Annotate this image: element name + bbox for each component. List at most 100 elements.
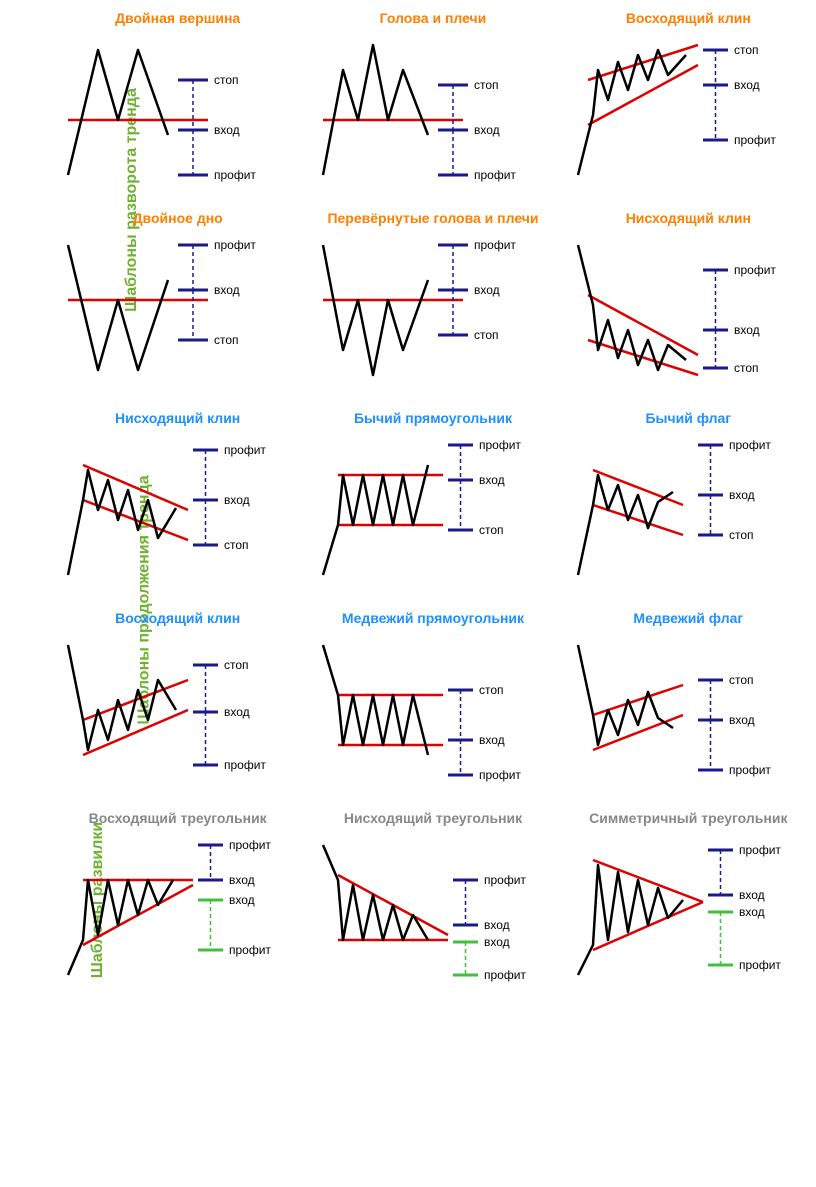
pattern-title: Нисходящий клин bbox=[568, 210, 808, 226]
pattern-chart: стоп вход профит bbox=[58, 630, 298, 790]
pattern-title: Нисходящий клин bbox=[58, 410, 298, 426]
svg-text:вход: вход bbox=[729, 488, 755, 502]
svg-text:профит: профит bbox=[729, 763, 771, 777]
svg-text:стоп: стоп bbox=[479, 523, 504, 537]
section-reversal: Шаблоны разворота трендаДвойная вершинас… bbox=[0, 0, 816, 400]
pattern-cell: Перевёрнутые голова и плечи профит вход сто… bbox=[313, 210, 553, 390]
pattern-cell: Нисходящий клин профит вход стоп bbox=[568, 210, 808, 390]
pattern-chart: профит вход стоп bbox=[313, 430, 553, 590]
svg-text:вход: вход bbox=[739, 888, 765, 902]
pattern-title: Бычий прямоугольник bbox=[313, 410, 553, 426]
svg-text:профит: профит bbox=[474, 168, 516, 182]
pattern-cell: Нисходящий треугольникпрофитвходвходпроф… bbox=[313, 810, 553, 990]
pattern-title: Медвежий прямоугольник bbox=[313, 610, 553, 626]
svg-text:стоп: стоп bbox=[474, 78, 499, 92]
pattern-chart: профит вход стоп bbox=[58, 430, 298, 590]
section-fork: Шаблоны развилкиВосходящий треугольникпр… bbox=[0, 800, 816, 1000]
pattern-title: Двойная вершина bbox=[58, 10, 298, 26]
pattern-cell: Медвежий флаг стоп вход профит bbox=[568, 610, 808, 790]
pattern-title: Бычий флаг bbox=[568, 410, 808, 426]
pattern-chart: профит вход вход профит bbox=[58, 830, 298, 990]
svg-text:стоп: стоп bbox=[224, 538, 249, 552]
pattern-chart: стоп вход профит bbox=[58, 30, 298, 190]
pattern-row: Двойная вершинастопвходпрофитГолова и пл… bbox=[50, 0, 816, 200]
pattern-row: Нисходящий клинпрофитвходстопБычий прямо… bbox=[50, 400, 816, 600]
svg-text:стоп: стоп bbox=[734, 43, 759, 57]
svg-text:стоп: стоп bbox=[734, 361, 759, 375]
pattern-cell: Симметричный треугольникпрофитвходвходпр… bbox=[568, 810, 808, 990]
svg-text:вход: вход bbox=[474, 283, 500, 297]
svg-text:вход: вход bbox=[484, 918, 510, 932]
svg-text:профит: профит bbox=[479, 768, 521, 782]
svg-text:вход: вход bbox=[214, 123, 240, 137]
pattern-title: Восходящий клин bbox=[58, 610, 298, 626]
svg-text:профит: профит bbox=[739, 958, 781, 972]
pattern-cell: Медвежий прямоугольникстопвходпрофит bbox=[313, 610, 553, 790]
svg-text:профит: профит bbox=[734, 263, 776, 277]
pattern-cell: Нисходящий клин профит вход стоп bbox=[58, 410, 298, 590]
svg-text:стоп: стоп bbox=[214, 333, 239, 347]
svg-text:вход: вход bbox=[229, 873, 255, 887]
svg-text:профит: профит bbox=[229, 838, 271, 852]
svg-text:профит: профит bbox=[739, 843, 781, 857]
pattern-title: Восходящий треугольник bbox=[58, 810, 298, 826]
pattern-title: Двойное дно bbox=[58, 210, 298, 226]
svg-text:вход: вход bbox=[729, 713, 755, 727]
svg-text:стоп: стоп bbox=[224, 658, 249, 672]
pattern-chart: профит вход вход профит bbox=[313, 830, 553, 990]
svg-text:стоп: стоп bbox=[729, 528, 754, 542]
svg-text:вход: вход bbox=[229, 893, 255, 907]
pattern-chart: стопвходпрофит bbox=[313, 630, 553, 790]
svg-text:профит: профит bbox=[214, 168, 256, 182]
svg-text:стоп: стоп bbox=[729, 673, 754, 687]
pattern-cell: Восходящий клин стоп вход профит bbox=[568, 10, 808, 190]
pattern-cell: Бычий флаг профит вход стоп bbox=[568, 410, 808, 590]
svg-text:профит: профит bbox=[224, 443, 266, 457]
svg-text:профит: профит bbox=[229, 943, 271, 957]
pattern-chart: профит вход вход профит bbox=[568, 830, 808, 990]
svg-text:вход: вход bbox=[739, 905, 765, 919]
pattern-title: Восходящий клин bbox=[568, 10, 808, 26]
pattern-chart: стоп вход профит bbox=[313, 30, 553, 190]
pattern-title: Голова и плечи bbox=[313, 10, 553, 26]
svg-text:профит: профит bbox=[729, 438, 771, 452]
svg-text:профит: профит bbox=[484, 968, 526, 982]
svg-text:профит: профит bbox=[484, 873, 526, 887]
svg-text:вход: вход bbox=[474, 123, 500, 137]
pattern-cell: Восходящий клин стоп вход профит bbox=[58, 610, 298, 790]
svg-text:профит: профит bbox=[734, 133, 776, 147]
pattern-row: Восходящий треугольникпрофитвходвходпроф… bbox=[50, 800, 816, 1000]
svg-text:вход: вход bbox=[479, 473, 505, 487]
svg-text:вход: вход bbox=[734, 78, 760, 92]
svg-text:вход: вход bbox=[484, 935, 510, 949]
svg-text:профит: профит bbox=[474, 238, 516, 252]
pattern-title: Нисходящий треугольник bbox=[313, 810, 553, 826]
pattern-cell: Двойная вершина стоп вход профит bbox=[58, 10, 298, 190]
svg-text:вход: вход bbox=[214, 283, 240, 297]
svg-text:стоп: стоп bbox=[474, 328, 499, 342]
pattern-chart: профит вход стоп bbox=[568, 230, 808, 390]
svg-text:стоп: стоп bbox=[214, 73, 239, 87]
pattern-cell: Бычий прямоугольник профит вход стоп bbox=[313, 410, 553, 590]
pattern-chart: профит вход стоп bbox=[568, 430, 808, 590]
svg-text:вход: вход bbox=[224, 493, 250, 507]
pattern-cell: Восходящий треугольникпрофитвходвходпроф… bbox=[58, 810, 298, 990]
pattern-title: Медвежий флаг bbox=[568, 610, 808, 626]
pattern-row: Двойное днопрофитвходстопПеревёрнутые го… bbox=[50, 200, 816, 400]
section-continuation: Шаблоны продолжения трендаНисходящий кли… bbox=[0, 400, 816, 800]
svg-text:вход: вход bbox=[224, 705, 250, 719]
pattern-chart: стоп вход профит bbox=[568, 30, 808, 190]
pattern-chart: профит вход стоп bbox=[58, 230, 298, 390]
pattern-cell: Двойное дно профит вход стоп bbox=[58, 210, 298, 390]
pattern-title: Перевёрнутые голова и плечи bbox=[313, 210, 553, 226]
svg-text:профит: профит bbox=[479, 438, 521, 452]
pattern-title: Симметричный треугольник bbox=[568, 810, 808, 826]
pattern-row: Восходящий клин стоп вход профит Медвежий пр… bbox=[50, 600, 816, 800]
pattern-chart: профит вход стоп bbox=[313, 230, 553, 390]
pattern-cell: Голова и плечи стоп вход профит bbox=[313, 10, 553, 190]
pattern-chart: стоп вход профит bbox=[568, 630, 808, 790]
svg-text:вход: вход bbox=[479, 733, 505, 747]
svg-text:вход: вход bbox=[734, 323, 760, 337]
svg-text:профит: профит bbox=[224, 758, 266, 772]
svg-text:профит: профит bbox=[214, 238, 256, 252]
